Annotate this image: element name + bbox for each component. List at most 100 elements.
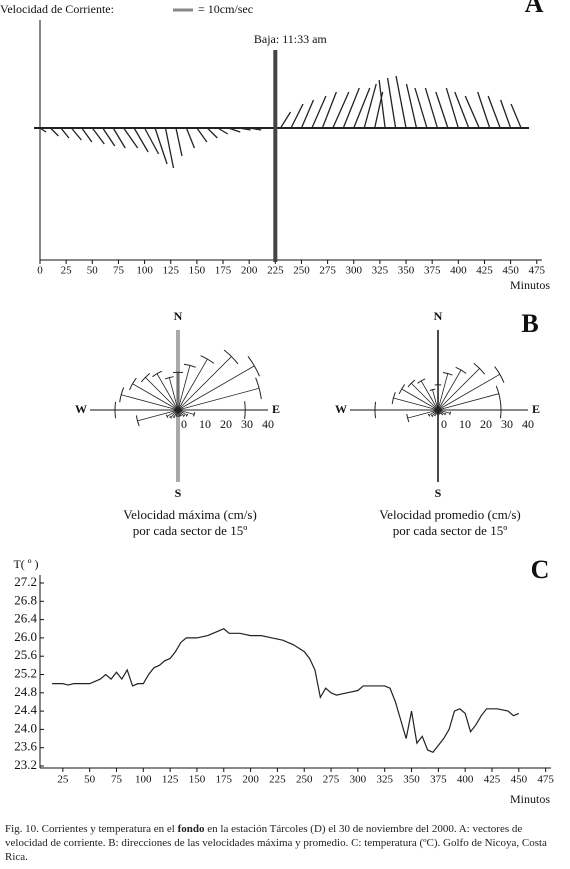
vector	[70, 127, 82, 141]
x-tick-label: 450	[502, 265, 519, 277]
rose-ray	[156, 373, 179, 411]
rose-ray	[177, 365, 191, 411]
rose-ray	[132, 383, 179, 411]
vector	[332, 91, 350, 129]
y-tick-label: 25.6	[14, 647, 37, 662]
rose-arc	[244, 401, 246, 419]
vector	[185, 127, 196, 149]
vector	[91, 127, 105, 145]
y-tick-label: 23.2	[14, 757, 37, 772]
vector	[445, 87, 459, 129]
rose-arc	[152, 370, 163, 378]
rose-arc	[494, 366, 505, 383]
vector	[175, 127, 183, 157]
rose-arc	[185, 413, 189, 417]
vector	[342, 87, 360, 129]
rose-arc	[255, 377, 262, 400]
x-tick-label: 25	[57, 774, 69, 786]
rose-arc	[495, 385, 501, 402]
east-label: E	[272, 402, 280, 416]
rose-ray	[420, 380, 439, 411]
vector	[196, 127, 208, 143]
west-label: W	[75, 402, 87, 416]
vector	[477, 91, 491, 129]
vector	[454, 91, 470, 129]
x-tick-label: 200	[241, 265, 258, 277]
rose-arc	[223, 349, 239, 365]
r-tick-label: 10	[459, 417, 471, 431]
x-tick-label: 475	[537, 774, 554, 786]
rose-arc	[417, 378, 426, 384]
x-tick-label: 100	[135, 774, 152, 786]
rose-arc	[114, 401, 117, 419]
r-tick-label: 30	[501, 417, 513, 431]
north-label: N	[434, 309, 443, 323]
rose-arc	[119, 387, 125, 403]
vector	[435, 91, 449, 129]
rose-arc	[200, 355, 215, 364]
x-tick-label: 50	[84, 774, 96, 786]
rose-caption: por cada sector de 15º	[393, 523, 507, 538]
south-label: S	[175, 486, 182, 500]
x-tick-label: 225	[267, 265, 284, 277]
x-tick-label: 125	[162, 265, 179, 277]
rose-arc	[441, 413, 444, 416]
r-tick-label: 30	[241, 417, 253, 431]
vector	[321, 91, 337, 129]
x-tick-label: 325	[376, 774, 393, 786]
rose-arc	[172, 416, 175, 419]
y-tick-label: 26.4	[14, 611, 37, 626]
rose-arc	[430, 414, 434, 418]
rose-arc	[374, 401, 377, 419]
vector	[363, 83, 377, 129]
rose-caption: Velocidad máxima (cm/s)	[123, 507, 257, 522]
x-tick-label: 150	[189, 265, 206, 277]
x-tick-label: 125	[162, 774, 179, 786]
x-tick-label: 75	[111, 774, 123, 786]
rose-arc	[183, 363, 196, 368]
rose-ray	[137, 409, 179, 422]
rose-arc	[182, 414, 186, 418]
x-tick-label: 375	[430, 774, 447, 786]
vector	[144, 127, 160, 155]
vector	[464, 95, 480, 129]
x-tick-label: 450	[511, 774, 528, 786]
x-tick-label: 375	[424, 265, 441, 277]
y-tick-label: 23.6	[14, 739, 37, 754]
x-tick-label: 475	[529, 265, 546, 277]
x-tick-label: 300	[350, 774, 367, 786]
x-tick-label: 300	[346, 265, 363, 277]
low-tide-bar	[273, 50, 278, 262]
y-tick-label: 25.2	[14, 665, 37, 680]
x-axis-label: Minutos	[510, 792, 550, 806]
x-tick-label: 250	[296, 774, 313, 786]
caption: Fig. 10. Corrientes y temperatura en el …	[5, 822, 563, 864]
rose-arc	[193, 412, 196, 417]
rose-ray	[401, 388, 439, 411]
rose-ray	[410, 382, 439, 411]
vector	[217, 127, 229, 135]
x-tick-label: 175	[216, 774, 233, 786]
r-tick-label: 0	[181, 417, 187, 431]
y-tick-label: 24.0	[14, 720, 37, 735]
vector	[510, 103, 522, 129]
rose-ray	[166, 409, 179, 417]
rose-ray	[428, 409, 439, 416]
vector	[81, 127, 93, 143]
y-axis-label: T( º )	[13, 557, 38, 571]
x-tick-label: 0	[37, 265, 43, 277]
rose-arc	[499, 401, 502, 419]
rose-arc	[247, 356, 260, 377]
rose-ray	[177, 409, 195, 415]
vector	[386, 77, 397, 129]
vector	[154, 127, 168, 165]
rose-arc	[455, 366, 467, 374]
rose-ray	[121, 394, 179, 411]
vector	[378, 79, 386, 129]
vector	[290, 103, 304, 129]
vector	[500, 99, 512, 129]
vector	[60, 127, 70, 139]
rose-arc	[129, 377, 137, 391]
x-tick-label: 325	[372, 265, 389, 277]
vector	[424, 87, 439, 129]
